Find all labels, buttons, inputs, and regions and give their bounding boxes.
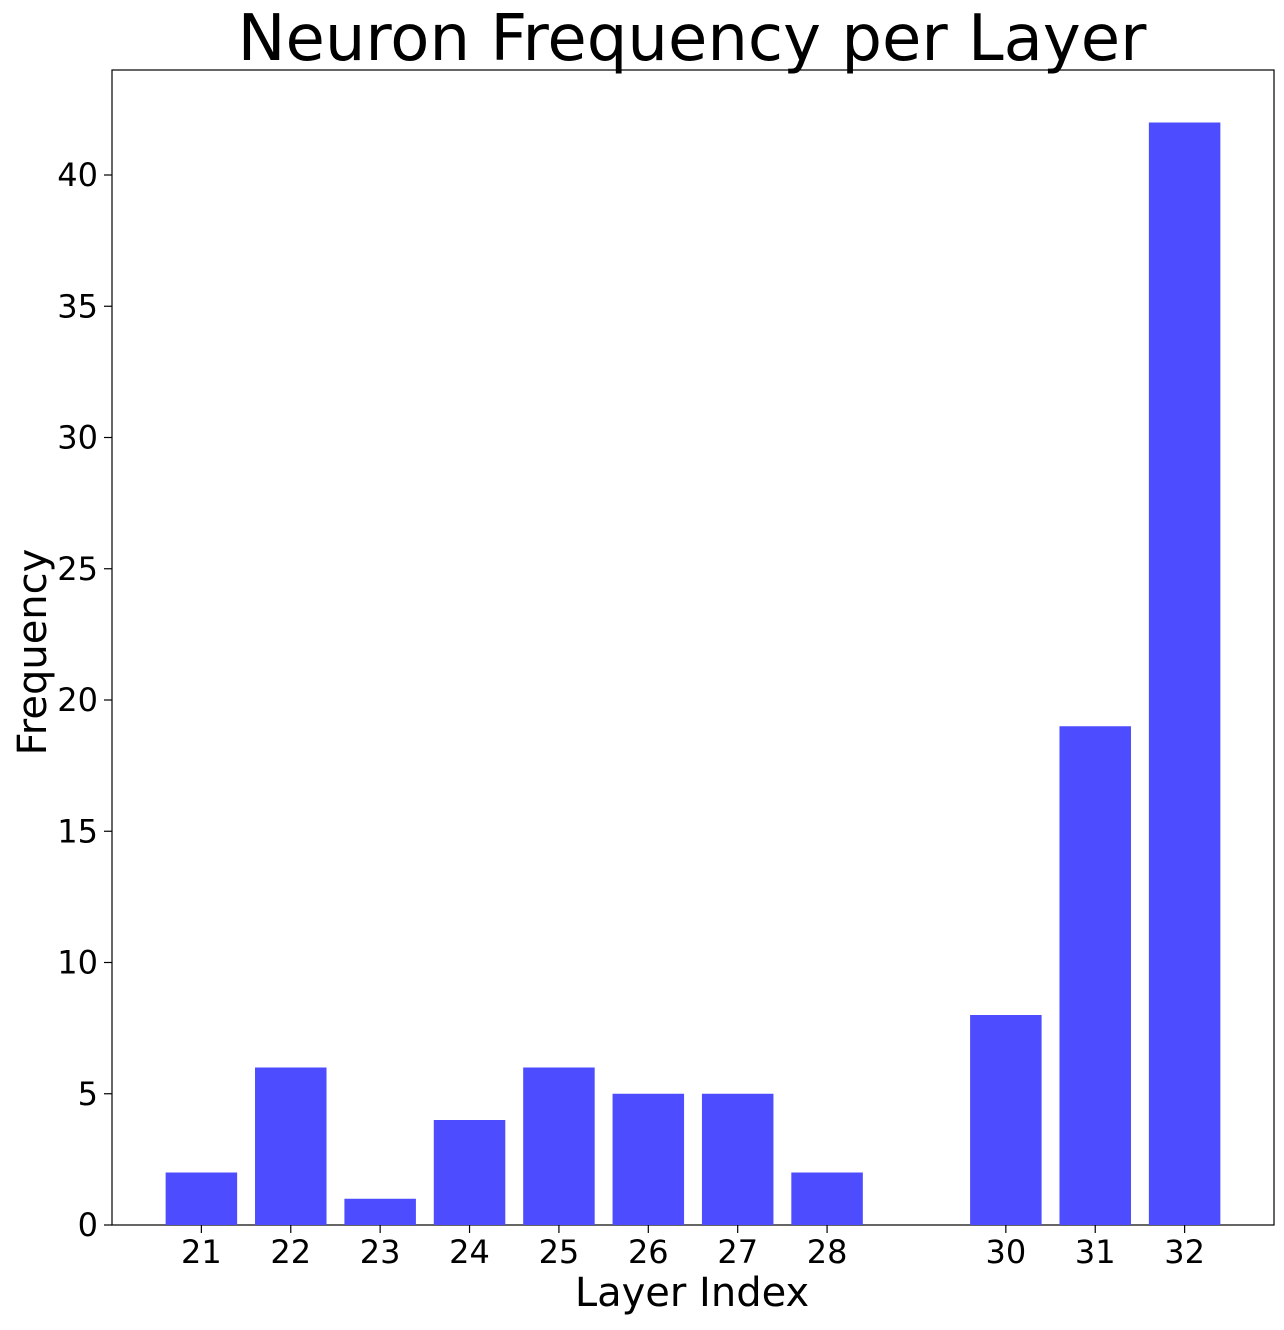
y-tick-label: 30 [57, 419, 98, 457]
x-tick-label: 22 [270, 1233, 311, 1271]
x-tick-label: 24 [449, 1233, 490, 1271]
bar-series [165, 122, 1221, 1225]
y-tick-label: 25 [57, 550, 98, 588]
y-tick-label: 5 [78, 1075, 98, 1113]
y-tick-label: 10 [57, 944, 98, 982]
x-axis-label: Layer Index [575, 1270, 809, 1316]
x-tick-label: 21 [181, 1233, 222, 1271]
x-tick-label: 28 [807, 1233, 848, 1271]
plot-frame [111, 69, 1275, 1226]
y-tick-label: 0 [78, 1206, 98, 1244]
bar-23 [344, 1198, 416, 1225]
x-tick-label: 25 [539, 1233, 580, 1271]
x-tick-label: 32 [1164, 1233, 1205, 1271]
y-tick-label: 15 [57, 812, 98, 850]
bar-22 [255, 1067, 327, 1225]
y-axis-ticks: 0 5 10 15 20 25 30 35 40 [57, 156, 112, 1244]
bar-27 [701, 1093, 774, 1225]
x-axis-ticks: 21 22 23 24 25 26 27 28 30 31 32 [181, 1225, 1205, 1271]
bar-30 [970, 1015, 1042, 1225]
x-tick-label: 30 [985, 1233, 1026, 1271]
x-tick-label: 23 [360, 1233, 401, 1271]
bar-21 [165, 1172, 238, 1225]
bar-26 [612, 1093, 685, 1225]
bar-32 [1148, 122, 1221, 1225]
bar-25 [523, 1067, 595, 1225]
bar-31 [1059, 726, 1131, 1225]
y-tick-label: 20 [57, 681, 98, 719]
bar-24 [433, 1120, 506, 1225]
y-tick-label: 35 [57, 287, 98, 325]
bar-28 [791, 1172, 863, 1225]
x-tick-label: 27 [717, 1233, 758, 1271]
x-tick-label: 31 [1075, 1233, 1116, 1271]
y-axis-label: Frequency [10, 549, 56, 756]
chart-title: Neuron Frequency per Layer [238, 2, 1148, 76]
plot-area [111, 69, 1275, 1226]
x-tick-label: 26 [628, 1233, 669, 1271]
y-tick-label: 40 [57, 156, 98, 194]
